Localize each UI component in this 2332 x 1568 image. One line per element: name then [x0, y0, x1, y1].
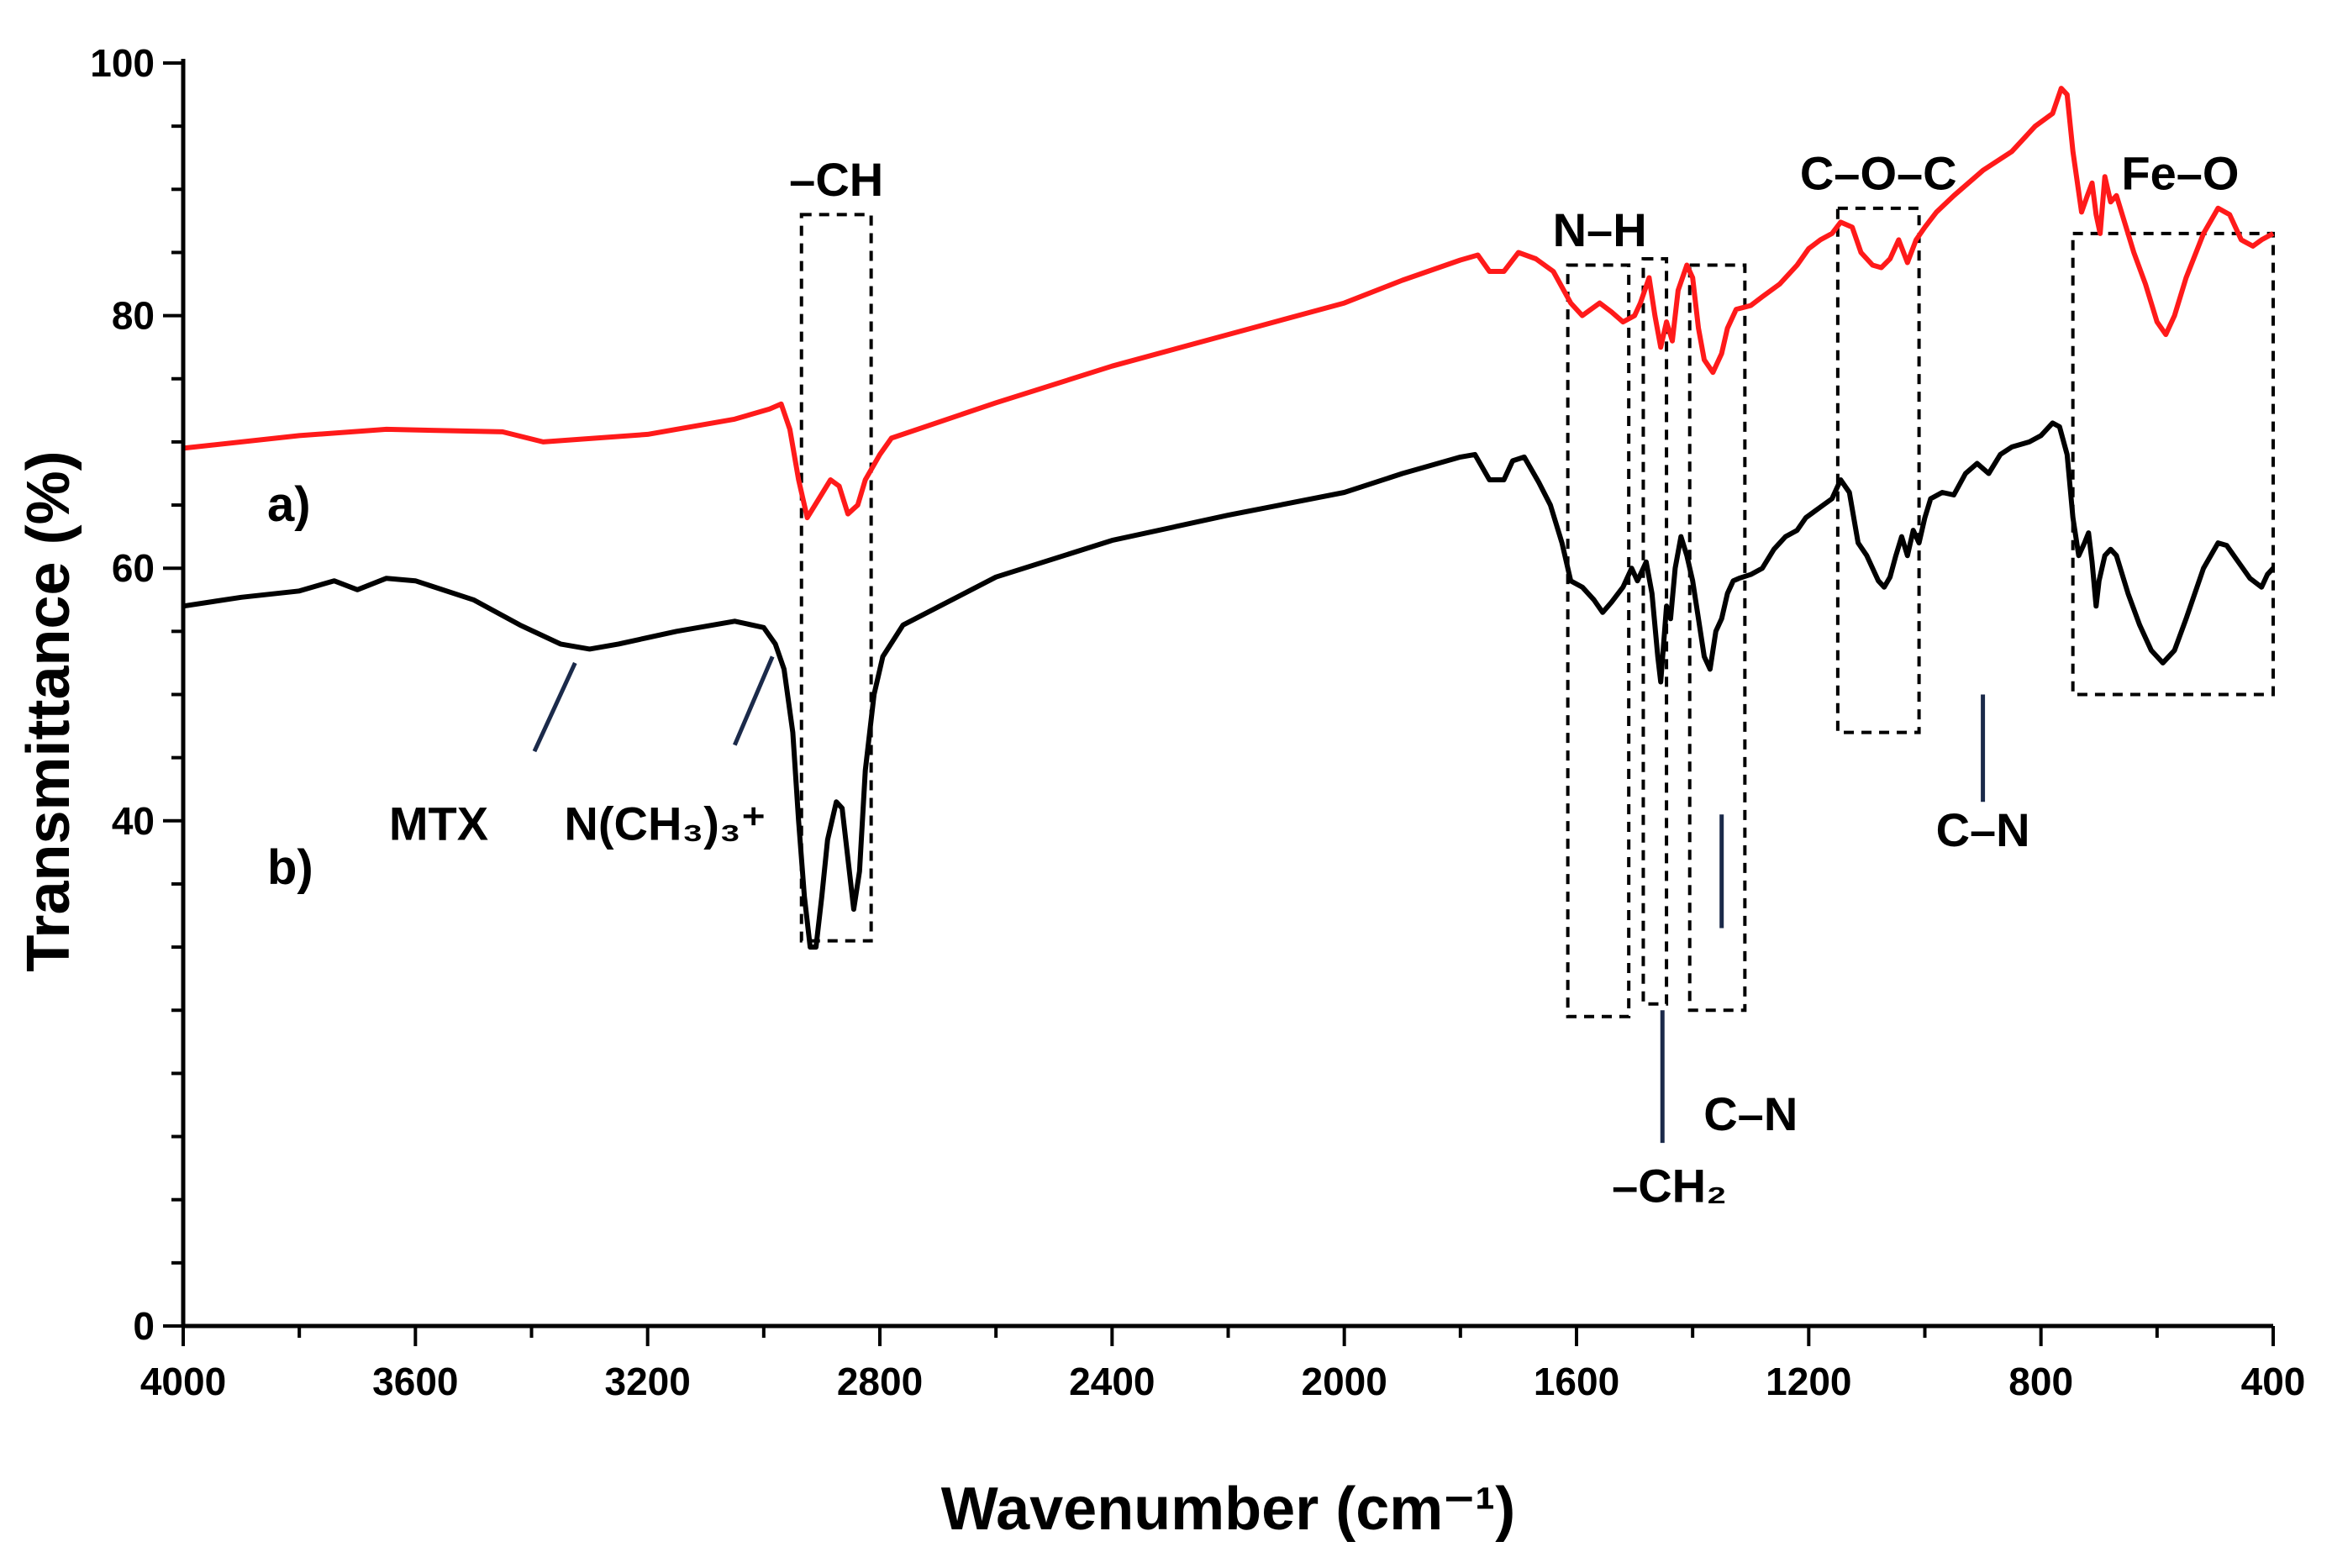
label-coc: C–O–C [1800, 146, 1957, 199]
leader-nch3 [732, 655, 775, 746]
x-tick-label: 800 [2008, 1360, 2073, 1403]
y-axis-title: Transmittance (%) [15, 450, 82, 971]
label-mtx: MTX [389, 797, 488, 850]
label-ch2: –CH₂ [1612, 1160, 1727, 1213]
x-tick-label: 2000 [1301, 1360, 1387, 1403]
label-cn-2: C–N [1936, 803, 2030, 856]
leader-mtx [532, 661, 577, 753]
series-label-b: b) [267, 840, 313, 895]
annotation-box [2071, 231, 2276, 697]
y-tick-label: 60 [112, 546, 155, 590]
label-nch3: N(CH₃)₃⁺ [564, 797, 766, 850]
label-cn-1: C–N [1703, 1087, 1798, 1140]
label-ch: –CH [789, 153, 883, 206]
series-label-a: a) [267, 477, 311, 532]
x-tick-label: 3600 [372, 1360, 458, 1403]
annotation-box [1835, 206, 1921, 734]
x-tick-label: 1600 [1534, 1360, 1619, 1403]
y-tick-label: 100 [90, 41, 155, 85]
x-tick-label: 1200 [1766, 1360, 1851, 1403]
x-tick-label: 2800 [837, 1360, 923, 1403]
label-nh: N–H [1553, 203, 1647, 256]
series-line-b [182, 420, 2276, 950]
annotation-box [1687, 263, 1747, 1013]
y-tick-label: 0 [133, 1304, 155, 1348]
x-axis-title: Wavenumber (cm⁻¹) [941, 1476, 1515, 1543]
y-tick-label: 80 [112, 294, 155, 338]
x-tick-label: 400 [2241, 1360, 2306, 1403]
label-feo: Fe–O [2121, 146, 2239, 199]
x-tick-label: 2400 [1069, 1360, 1155, 1403]
y-tick-label: 40 [112, 799, 155, 843]
series-line-a [182, 86, 2275, 521]
annotation-box [1566, 263, 1631, 1018]
annotation-box [799, 213, 873, 943]
x-tick-label: 4000 [140, 1360, 226, 1403]
x-tick-label: 3200 [604, 1360, 690, 1403]
